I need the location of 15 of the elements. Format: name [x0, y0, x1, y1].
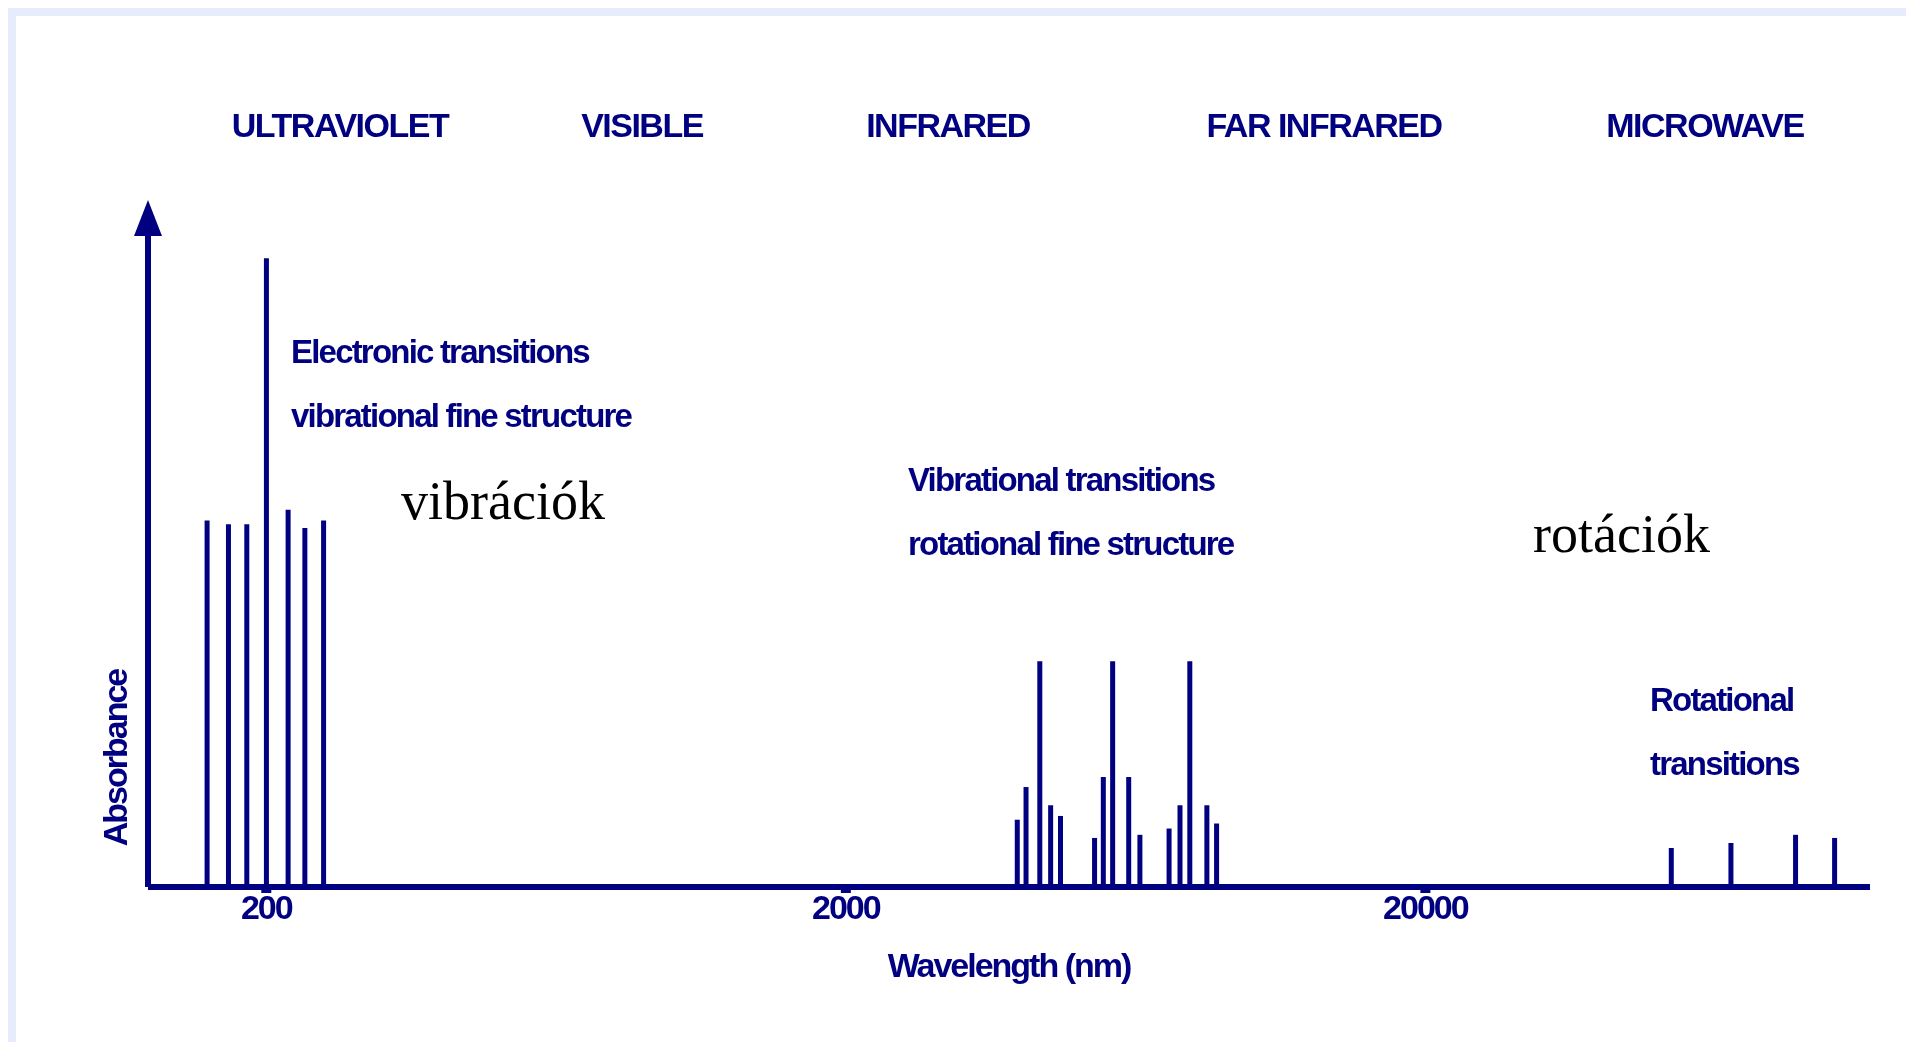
- annotation: rotációk: [1533, 503, 1710, 565]
- x-axis-title: Wavelength (nm): [887, 946, 1131, 984]
- annotation: vibrációk: [401, 470, 605, 532]
- y-axis-title: Absorbance: [95, 669, 135, 847]
- x-tick-label: 200: [240, 888, 293, 927]
- text: FAR INFRARED: [1206, 106, 1442, 145]
- annotation: Vibrational transitions rotational fine structure: [908, 460, 1234, 564]
- text: VISIBLE: [581, 106, 703, 145]
- text: ULTRAVIOLET: [231, 106, 449, 145]
- x-tick-label: 2000: [812, 888, 881, 927]
- annotation: Rotational transitions: [1650, 680, 1799, 784]
- annotation: Electronic transitions vibrational fine structure: [291, 332, 632, 436]
- text: INFRARED: [866, 106, 1030, 145]
- x-tick-label: 20000: [1383, 888, 1469, 927]
- text: MICROWAVE: [1606, 106, 1804, 145]
